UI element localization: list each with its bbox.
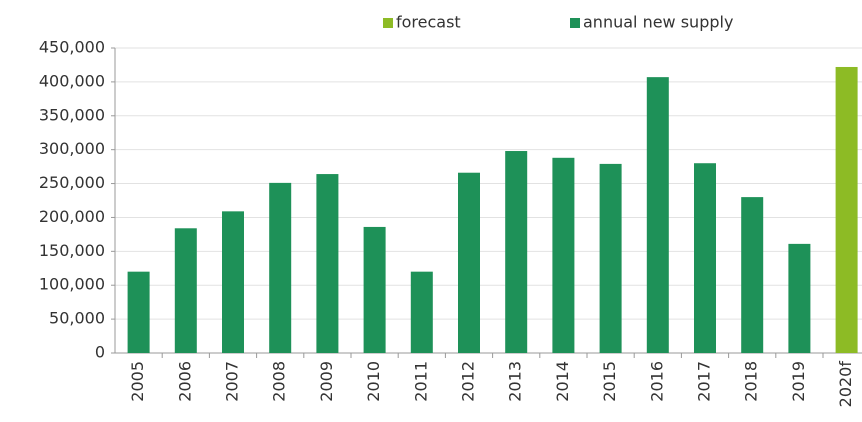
bar xyxy=(599,163,622,353)
y-tick-label: 300,000 xyxy=(39,139,105,158)
bar xyxy=(174,228,197,353)
x-tick-label: 2009 xyxy=(317,361,336,402)
x-tick-label: 2012 xyxy=(459,361,478,402)
legend-swatch xyxy=(383,18,393,28)
x-tick-label: 2018 xyxy=(742,361,761,402)
bar xyxy=(646,77,669,354)
x-tick-label: 2013 xyxy=(506,361,525,402)
y-tick-label: 150,000 xyxy=(39,241,105,260)
bar xyxy=(741,197,764,353)
y-tick-label: 100,000 xyxy=(39,275,105,294)
bar xyxy=(458,172,480,353)
legend-swatch xyxy=(570,18,580,28)
bar xyxy=(788,243,811,353)
x-tick-label: 2008 xyxy=(270,361,289,402)
bar xyxy=(505,151,528,353)
x-tick-label: 2019 xyxy=(789,361,808,402)
bar xyxy=(316,174,339,353)
x-tick-label: 2015 xyxy=(600,361,619,402)
y-tick-label: 50,000 xyxy=(49,309,105,328)
bar xyxy=(552,157,575,353)
y-tick-label: 200,000 xyxy=(39,207,105,226)
bar xyxy=(222,211,244,353)
bar xyxy=(694,163,716,353)
x-tick-label: 2005 xyxy=(128,361,147,402)
bar xyxy=(269,182,292,353)
bar xyxy=(363,226,386,353)
y-tick-label: 250,000 xyxy=(39,173,105,192)
y-tick-label: 450,000 xyxy=(39,38,105,57)
x-tick-label: 2016 xyxy=(647,361,666,402)
legend-label: forecast xyxy=(396,13,461,32)
x-tick-label: 2006 xyxy=(175,361,194,402)
x-tick-label: 2014 xyxy=(553,361,572,402)
x-tick-label: 2007 xyxy=(223,361,242,402)
y-tick-label: 0 xyxy=(95,343,105,362)
y-tick-label: 400,000 xyxy=(39,71,105,90)
x-tick-label: 2011 xyxy=(411,361,430,402)
legend-label: annual new supply xyxy=(583,13,733,32)
x-tick-label: 2017 xyxy=(695,361,714,402)
x-tick-label: 2020f xyxy=(836,361,855,408)
bar xyxy=(835,66,858,353)
x-tick-label: 2010 xyxy=(364,361,383,402)
bar xyxy=(410,271,433,353)
bar xyxy=(127,271,150,353)
y-tick-label: 350,000 xyxy=(39,105,105,124)
